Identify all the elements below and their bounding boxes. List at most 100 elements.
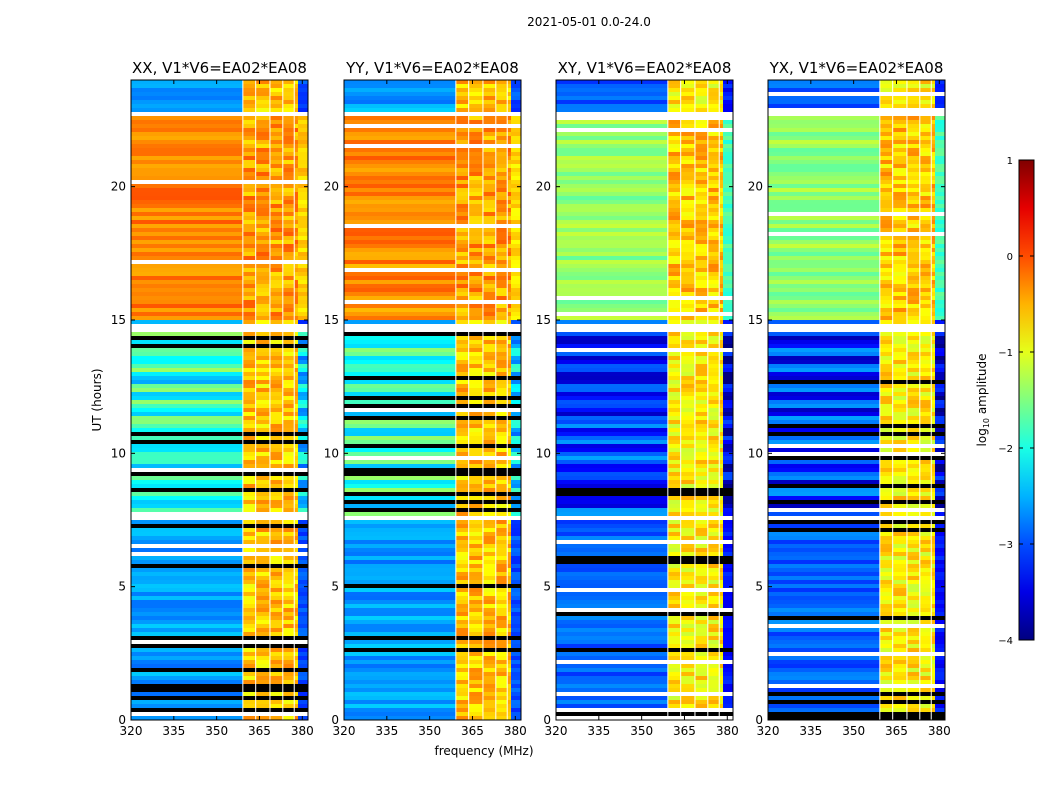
heatmap-band-cell: [507, 220, 512, 224]
heatmap-band-cell: [668, 384, 681, 388]
heatmap-band-cell: [270, 420, 283, 424]
heatmap-band-cell: [893, 496, 907, 500]
heatmap-band-cell: [270, 184, 283, 188]
heatmap-band-cell: [456, 312, 469, 316]
heatmap-row-cell: [935, 308, 945, 312]
heatmap-band-cell: [931, 692, 936, 696]
heatmap-band-cell: [469, 188, 483, 192]
heatmap-band-cell: [469, 588, 483, 592]
heatmap-band-cell: [243, 376, 256, 380]
heatmap-band-cell: [695, 668, 708, 672]
heatmap-row-cell: [723, 556, 733, 560]
heatmap-band-cell: [483, 272, 496, 276]
heatmap-band-cell: [695, 652, 708, 656]
heatmap-band-cell: [294, 224, 299, 228]
heatmap-band-cell: [681, 348, 695, 352]
heatmap-row-cell: [511, 100, 521, 104]
heatmap-band-cell: [681, 564, 695, 568]
heatmap-row-cell: [298, 648, 308, 652]
heatmap-band-cell: [893, 300, 907, 304]
heatmap-band-cell: [719, 528, 724, 532]
heatmap-band-cell: [920, 164, 931, 168]
heatmap-band-cell: [456, 236, 469, 240]
heatmap-band-cell: [456, 564, 469, 568]
heatmap-band-cell: [243, 384, 256, 388]
heatmap-band-cell: [920, 712, 931, 716]
heatmap-band-cell: [907, 520, 920, 524]
heatmap-band-cell: [695, 416, 708, 420]
heatmap-row-cell: [723, 384, 733, 388]
heatmap-band-cell: [880, 168, 893, 172]
heatmap-row-cell: [935, 176, 945, 180]
heatmap-row-cell: [556, 692, 668, 696]
heatmap-band-cell: [243, 624, 256, 628]
heatmap-row-cell: [556, 532, 668, 536]
heatmap-band-cell: [695, 336, 708, 340]
heatmap-band-cell: [681, 88, 695, 92]
heatmap-band-cell: [931, 224, 936, 228]
heatmap-band-cell: [931, 612, 936, 616]
heatmap-row-cell: [935, 164, 945, 168]
heatmap-band-cell: [507, 576, 512, 580]
heatmap-row-cell: [511, 624, 521, 628]
heatmap-band-cell: [456, 660, 469, 664]
heatmap-band-cell: [256, 388, 270, 392]
heatmap-row-cell: [511, 312, 521, 316]
heatmap-band-cell: [893, 252, 907, 256]
heatmap-band-cell: [456, 488, 469, 492]
heatmap-band-cell: [931, 232, 936, 236]
heatmap-band-cell: [507, 584, 512, 588]
heatmap-band-cell: [496, 176, 507, 180]
heatmap-band-cell: [507, 616, 512, 620]
heatmap-row-cell: [511, 228, 521, 232]
heatmap-band-cell: [283, 520, 294, 524]
heatmap-band-cell: [893, 668, 907, 672]
heatmap-row-cell: [344, 492, 456, 496]
heatmap-row-cell: [298, 488, 308, 492]
heatmap-band-cell: [270, 132, 283, 136]
heatmap-band-cell: [920, 284, 931, 288]
heatmap-band-cell: [681, 256, 695, 260]
heatmap-band-cell: [880, 692, 893, 696]
heatmap-band-cell: [695, 288, 708, 292]
heatmap-row-cell: [298, 252, 308, 256]
heatmap-band-cell: [270, 452, 283, 456]
heatmap-band-cell: [294, 672, 299, 676]
heatmap-band-cell: [507, 108, 512, 112]
heatmap-band-cell: [931, 308, 936, 312]
heatmap-band-cell: [256, 616, 270, 620]
heatmap-row-cell: [556, 716, 668, 720]
heatmap-row-cell: [723, 612, 733, 616]
heatmap-band-cell: [283, 372, 294, 376]
heatmap-band-cell: [880, 512, 893, 516]
heatmap-band-cell: [893, 464, 907, 468]
heatmap-band-cell: [931, 660, 936, 664]
heatmap-row-cell: [723, 140, 733, 144]
heatmap-band-cell: [243, 440, 256, 444]
heatmap-band-cell: [283, 300, 294, 304]
heatmap-row-cell: [556, 92, 668, 96]
heatmap-row-cell: [768, 432, 880, 436]
heatmap-band-cell: [507, 264, 512, 268]
heatmap-row-cell: [935, 616, 945, 620]
heatmap-band-cell: [719, 644, 724, 648]
heatmap-band-cell: [907, 268, 920, 272]
heatmap-band-cell: [893, 564, 907, 568]
heatmap-row-cell: [131, 364, 243, 368]
heatmap-band-cell: [920, 132, 931, 136]
heatmap-band-cell: [256, 160, 270, 164]
heatmap-band-cell: [283, 156, 294, 160]
heatmap-band-cell: [931, 252, 936, 256]
heatmap-band-cell: [256, 576, 270, 580]
heatmap-band-cell: [469, 620, 483, 624]
heatmap-band-cell: [469, 216, 483, 220]
heatmap-band-cell: [294, 356, 299, 360]
heatmap-band-cell: [469, 200, 483, 204]
heatmap-row-cell: [723, 480, 733, 484]
heatmap-band-cell: [294, 444, 299, 448]
heatmap-row-cell: [935, 132, 945, 136]
heatmap-band-cell: [283, 116, 294, 120]
heatmap-row-cell: [298, 636, 308, 640]
heatmap-row-cell: [768, 696, 880, 700]
